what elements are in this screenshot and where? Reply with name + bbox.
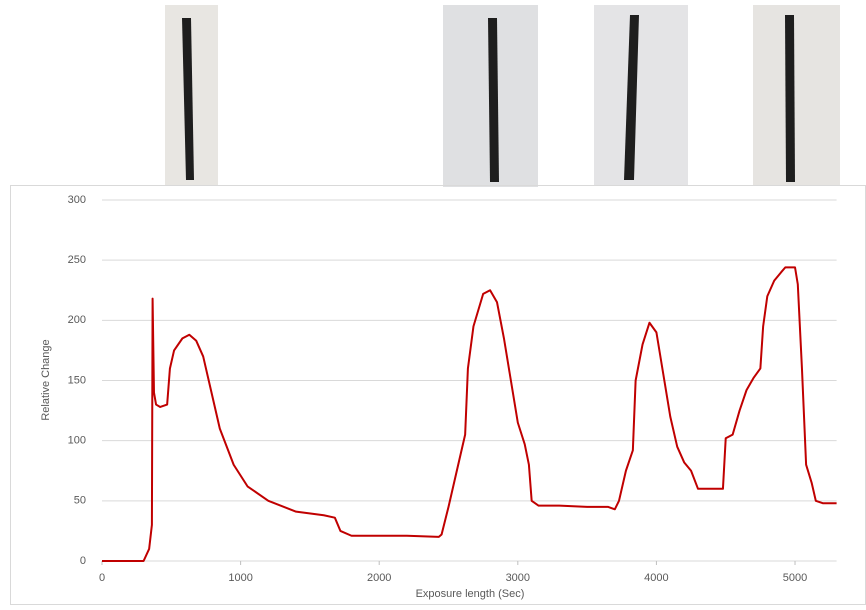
x-tick-label: 3000 — [506, 572, 530, 584]
data-line — [102, 267, 837, 561]
photo — [594, 5, 688, 185]
x-tick-label: 1000 — [228, 572, 252, 584]
photo-strip — [785, 15, 795, 182]
page: Relative Change Exposure length (Sec) 0 5… — [0, 0, 866, 610]
photos — [165, 5, 840, 187]
y-tick-label: 0 — [80, 555, 86, 567]
chart-frame — [11, 186, 866, 605]
x-tick-label: 5000 — [783, 572, 807, 584]
x-tick-label: 0 — [99, 572, 105, 584]
y-tick-label: 300 — [68, 194, 86, 206]
photo — [753, 5, 840, 185]
y-axis-label: Relative Change — [40, 339, 52, 420]
y-tick-label: 100 — [68, 435, 86, 447]
x-tick-label: 4000 — [644, 572, 668, 584]
y-tick-label: 150 — [68, 374, 86, 386]
y-tick-label: 50 — [74, 495, 86, 507]
y-tick-label: 250 — [68, 254, 86, 266]
y-tick-label: 200 — [68, 314, 86, 326]
x-tick-label: 2000 — [367, 572, 391, 584]
x-axis-label: Exposure length (Sec) — [416, 588, 525, 600]
